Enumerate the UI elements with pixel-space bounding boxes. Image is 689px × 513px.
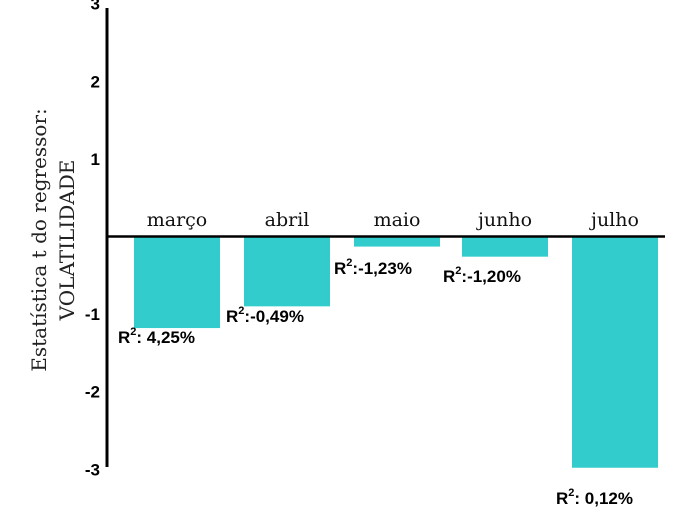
r2-label-maio: R2:-1,23% bbox=[334, 257, 412, 278]
axes-group bbox=[105, 8, 665, 467]
y-axis-title-line1: Estatística t do regressor: bbox=[27, 108, 51, 372]
r2-label-junho: R2:-1,20% bbox=[443, 265, 521, 286]
bars-group bbox=[134, 236, 658, 468]
category-label-julho: julho bbox=[589, 209, 639, 231]
y-tick-label: 2 bbox=[91, 72, 100, 91]
bar-maio bbox=[354, 236, 440, 247]
r2-data-labels: R2: 4,25% R2:-0,49% R2:-1,23% R2:-1,20% R2: … bbox=[118, 257, 633, 508]
bar-março bbox=[134, 236, 220, 329]
category-label-junho: junho bbox=[476, 209, 532, 231]
bar-junho bbox=[462, 236, 548, 257]
category-label-março: março bbox=[147, 209, 208, 231]
category-label-maio: maio bbox=[374, 209, 421, 231]
r2-label-abril: R2:-0,49% bbox=[226, 305, 304, 326]
bar-abril bbox=[244, 236, 330, 307]
y-tick-label: -3 bbox=[85, 460, 100, 479]
y-axis-title-line2: VOLATILIDADE bbox=[55, 160, 79, 322]
y-tick-label: -2 bbox=[85, 383, 100, 402]
y-tick-label: 1 bbox=[91, 150, 100, 169]
y-tick-label: -1 bbox=[85, 305, 100, 324]
r2-label-março: R2: 4,25% bbox=[118, 326, 195, 347]
category-labels: março abril maio junho julho bbox=[147, 209, 639, 231]
y-tick-labels: 3 2 1 -1 -2 -3 bbox=[85, 0, 100, 479]
category-label-abril: abril bbox=[265, 209, 310, 231]
y-axis-title: Estatística t do regressor: VOLATILIDADE bbox=[27, 108, 79, 372]
r2-label-julho: R2: 0,12% bbox=[556, 487, 633, 508]
y-tick-label: 3 bbox=[91, 0, 100, 14]
bar-julho bbox=[572, 236, 658, 468]
